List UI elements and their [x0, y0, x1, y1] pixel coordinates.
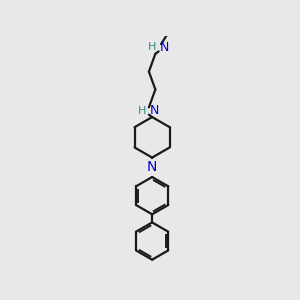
Text: N: N — [147, 160, 157, 174]
Text: N: N — [150, 104, 159, 117]
Text: H: H — [148, 42, 156, 52]
Text: H: H — [138, 106, 146, 116]
Text: N: N — [159, 41, 169, 54]
